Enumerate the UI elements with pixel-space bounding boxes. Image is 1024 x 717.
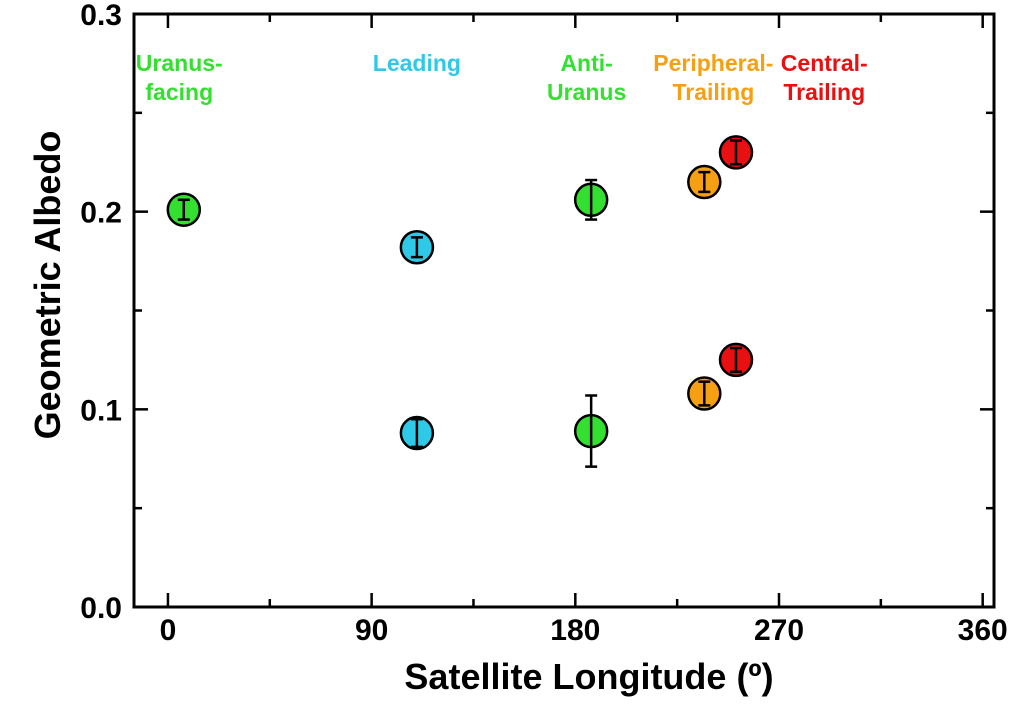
group-label: Anti-Uranus (547, 50, 626, 105)
group-label: Uranus-facing (136, 50, 223, 105)
x-tick-label: 270 (754, 614, 804, 647)
x-tick-label: 90 (355, 614, 388, 647)
y-axis-title: Geometric Albedo (27, 131, 68, 440)
x-tick-label: 180 (550, 614, 600, 647)
x-axis-title: Satellite Longitude (º) (404, 656, 773, 697)
y-tick-label: 0.0 (80, 592, 122, 625)
x-tick-label: 0 (160, 614, 177, 647)
group-label: Peripheral-Trailing (653, 50, 773, 105)
y-tick-label: 0.2 (80, 197, 122, 230)
y-tick-label: 0.1 (80, 394, 122, 427)
group-label: Central-Trailing (781, 50, 868, 105)
group-label: Leading (373, 50, 461, 76)
y-tick-label: 0.3 (80, 0, 122, 32)
x-tick-label: 360 (958, 614, 1008, 647)
